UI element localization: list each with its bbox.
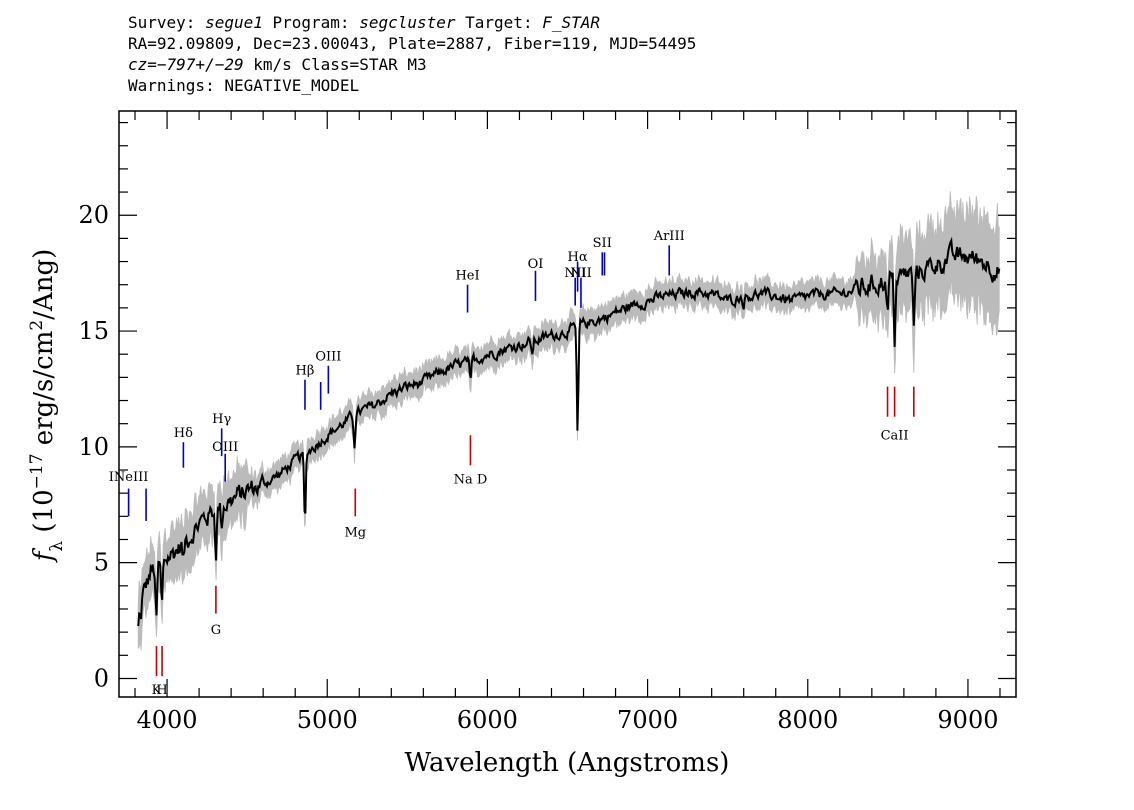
program-value: segcluster (359, 13, 456, 32)
y-tick-label-20: 20 (78, 201, 109, 229)
target-label: Target: (455, 13, 543, 32)
line-label-2: Hδ (174, 426, 193, 441)
line-label-10: NII (564, 266, 586, 281)
line-label-17: H (156, 683, 167, 698)
line-label-7: OIII (315, 350, 341, 365)
line-label-4: OIII (212, 440, 238, 455)
x-tick-label-5000: 5000 (297, 706, 358, 734)
line-label-15: ArIII (653, 229, 685, 244)
survey-value: segue1 (205, 13, 263, 32)
noise-band-layer (137, 191, 1000, 651)
line-label-3: Hγ (212, 412, 231, 427)
y-tick-label-10: 10 (78, 433, 109, 461)
line-label-12: NII (570, 266, 592, 281)
x-tick-label-4000: 4000 (137, 706, 198, 734)
line-label-9: OI (528, 257, 544, 272)
line-label-19: Mg (344, 526, 366, 541)
x-tick-label-6000: 6000 (457, 706, 518, 734)
spectrum-line (137, 236, 1001, 627)
x-tick-label-9000: 9000 (937, 706, 998, 734)
noise-band (137, 191, 1000, 651)
y-axis-title: fλ (10−17 erg/s/cm2/Ang) (27, 249, 67, 564)
line-label-16: K (152, 683, 162, 698)
line-label-8: HeI (455, 268, 479, 283)
line-label-11: Hα (568, 250, 588, 265)
y-tick-label-5: 5 (94, 549, 109, 577)
line-label-13: SII (593, 236, 612, 251)
line-label-20: Na D (454, 472, 488, 487)
survey-label: Survey: (128, 13, 206, 32)
y-tick-label-15: 15 (78, 317, 109, 345)
line-label-0: INeIII (109, 470, 149, 485)
target-value: F_STAR (542, 13, 601, 32)
line-label-22: CaII (881, 428, 909, 443)
x-axis-title: Wavelength (Angstroms) (405, 748, 730, 778)
line-label-18: G (211, 623, 221, 638)
x-tick-label-7000: 7000 (617, 706, 678, 734)
class-value: km/s Class=STAR M3 (243, 55, 427, 74)
cz-value: cz=−797+/−29 (128, 55, 244, 74)
line-label-5: Hβ (296, 363, 315, 378)
axes-layer: 4000 5000 6000 7000 8000 9000 0 5 10 15 20 (78, 110, 1017, 734)
spectrum-layer (137, 236, 1001, 627)
spectrum-header: Survey: segue1 Program: segcluster Targe… (128, 12, 696, 96)
header-line-redshift: cz=−797+/−29 km/s Class=STAR M3 (128, 54, 696, 75)
header-line-warnings: Warnings: NEGATIVE_MODEL (128, 76, 360, 95)
y-tick-label-0: 0 (94, 664, 109, 692)
x-tick-label-8000: 8000 (777, 706, 838, 734)
header-line-survey: Survey: segue1 Program: segcluster Targe… (128, 12, 696, 33)
plot-frame (118, 110, 1017, 698)
program-label: Program: (262, 13, 360, 32)
header-line-coordinates: RA=92.09809, Dec=23.00043, Plate=2887, F… (128, 34, 697, 53)
